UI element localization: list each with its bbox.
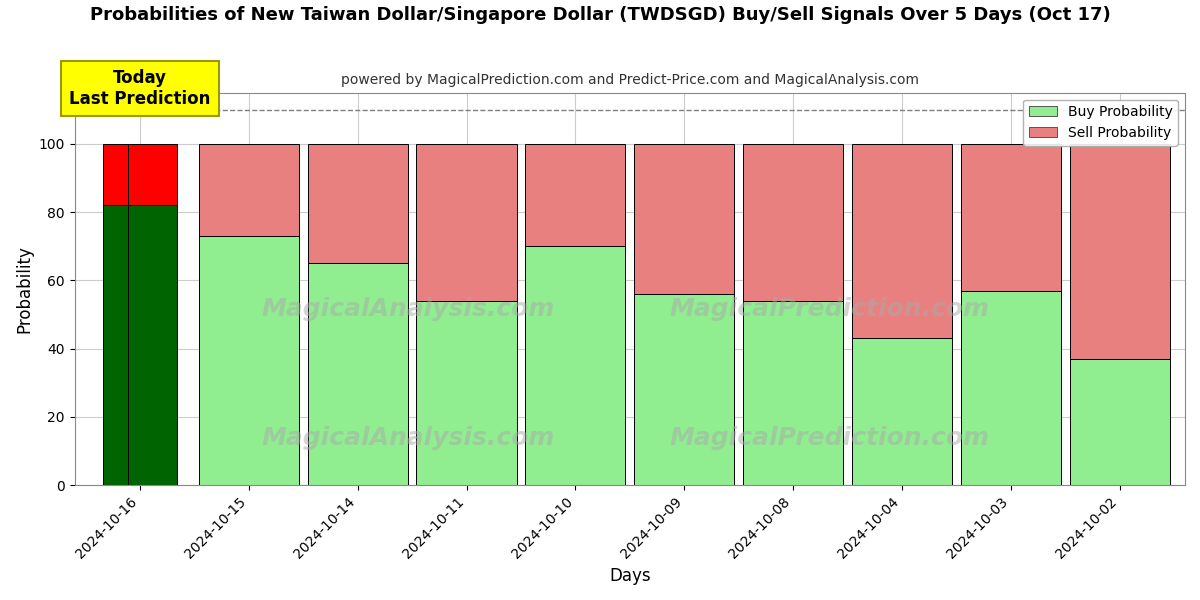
Bar (307, 263, 408, 485)
Bar (103, 144, 152, 205)
Bar (416, 301, 517, 485)
Text: Today
Last Prediction: Today Last Prediction (70, 69, 211, 108)
Bar (1069, 359, 1170, 485)
Text: MagicalAnalysis.com: MagicalAnalysis.com (262, 296, 554, 320)
Bar (127, 205, 176, 485)
Text: MagicalPrediction.com: MagicalPrediction.com (670, 426, 990, 450)
Bar (416, 144, 517, 301)
Text: Probabilities of New Taiwan Dollar/Singapore Dollar (TWDSGD) Buy/Sell Signals Ov: Probabilities of New Taiwan Dollar/Singa… (90, 6, 1110, 24)
Bar (307, 144, 408, 263)
Bar (1069, 144, 1170, 359)
Y-axis label: Probability: Probability (16, 245, 34, 333)
Bar (103, 205, 152, 485)
Legend: Buy Probability, Sell Probability: Buy Probability, Sell Probability (1024, 100, 1178, 146)
Bar (961, 144, 1061, 290)
Bar (961, 290, 1061, 485)
Title: powered by MagicalPrediction.com and Predict-Price.com and MagicalAnalysis.com: powered by MagicalPrediction.com and Pre… (341, 73, 919, 88)
Bar (199, 144, 299, 236)
Text: MagicalAnalysis.com: MagicalAnalysis.com (262, 426, 554, 450)
Bar (634, 294, 734, 485)
Bar (526, 246, 625, 485)
Bar (852, 338, 952, 485)
Text: MagicalPrediction.com: MagicalPrediction.com (670, 296, 990, 320)
Bar (199, 236, 299, 485)
Bar (743, 301, 844, 485)
Bar (852, 144, 952, 338)
Bar (526, 144, 625, 246)
X-axis label: Days: Days (610, 567, 650, 585)
Bar (127, 144, 176, 205)
Bar (743, 144, 844, 301)
Bar (634, 144, 734, 294)
